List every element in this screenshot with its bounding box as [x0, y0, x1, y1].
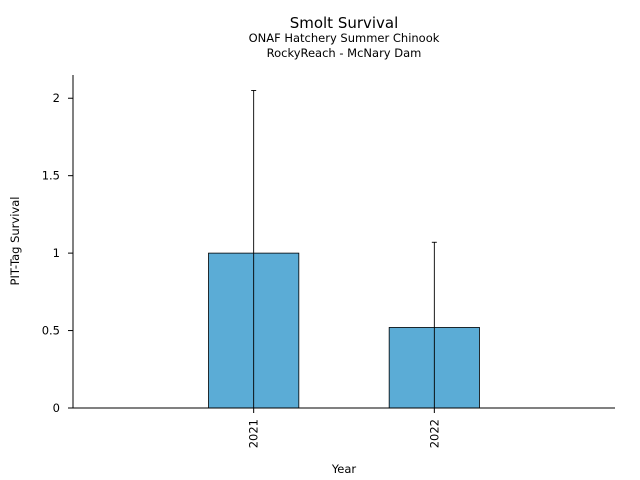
y-tick-label-3: 1.5 — [42, 169, 60, 183]
plot-area — [208, 90, 480, 409]
x-tick-label-2022: 2022 — [427, 419, 441, 448]
x-ticks: 2021 2022 — [247, 408, 441, 448]
x-axis-label: Year — [331, 462, 357, 476]
chart-title: Smolt Survival — [290, 14, 399, 32]
y-ticks: 0 0.5 1 1.5 2 — [42, 91, 73, 415]
y-tick-label-0: 0 — [53, 401, 60, 415]
x-tick-label-2021: 2021 — [247, 419, 261, 448]
chart-subtitle-line-2: RockyReach - McNary Dam — [267, 46, 422, 60]
y-tick-label-1: 0.5 — [42, 324, 60, 338]
y-axis-label: PIT-Tag Survival — [8, 197, 22, 286]
y-tick-label-2: 1 — [53, 246, 60, 260]
y-tick-label-4: 2 — [53, 91, 60, 105]
chart-subtitle-line-1: ONAF Hatchery Summer Chinook — [249, 31, 440, 45]
